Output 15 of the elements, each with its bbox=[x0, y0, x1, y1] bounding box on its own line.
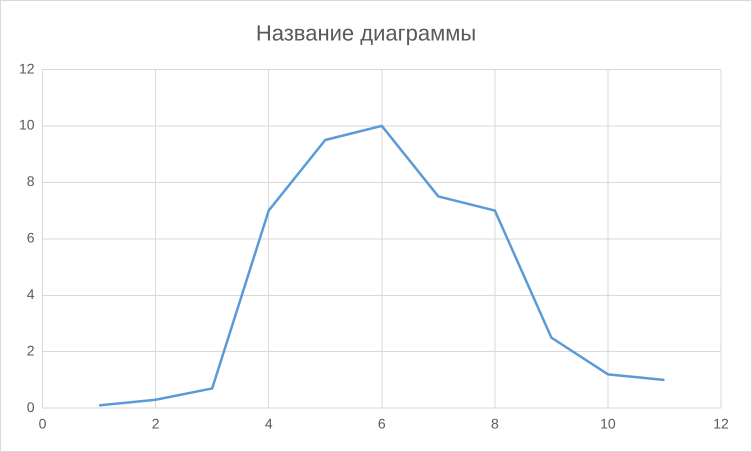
y-tick-label: 4 bbox=[26, 286, 35, 302]
x-tick-label: 2 bbox=[152, 415, 160, 432]
y-tick-label: 12 bbox=[18, 60, 35, 76]
x-tick-label: 10 bbox=[600, 415, 616, 432]
x-tick-label: 12 bbox=[713, 415, 729, 432]
y-tick-label: 10 bbox=[18, 116, 35, 133]
chart-title: Название диаграммы bbox=[256, 20, 476, 46]
y-tick-label: 6 bbox=[26, 230, 35, 246]
x-tick-label: 8 bbox=[490, 415, 499, 432]
y-tick-label: 0 bbox=[26, 399, 35, 416]
x-tick-label: 4 bbox=[264, 415, 273, 432]
y-tick-label: 8 bbox=[26, 173, 35, 190]
x-tick-label: 0 bbox=[38, 415, 47, 432]
x-tick-label: 6 bbox=[378, 415, 386, 432]
y-tick-label: 2 bbox=[26, 342, 35, 359]
